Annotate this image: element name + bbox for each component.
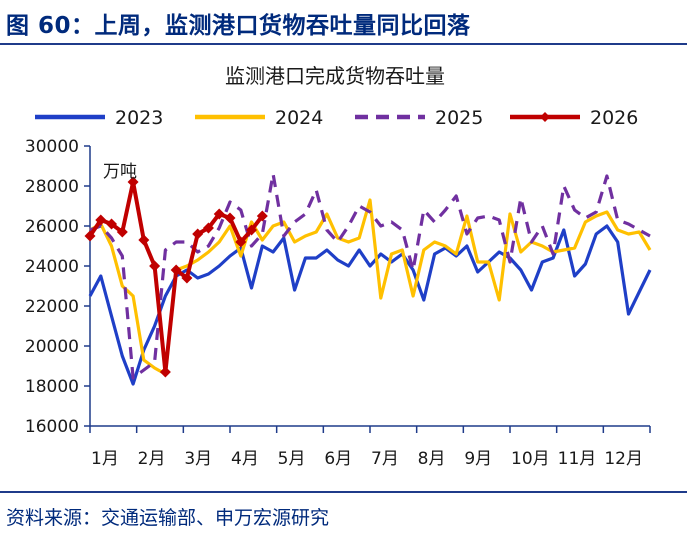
series-point-2026 (256, 210, 268, 222)
series-point-2026 (84, 230, 96, 242)
series-point-2026 (95, 214, 107, 226)
y-tick-label: 28000 (25, 177, 79, 197)
x-tick-label: 11月 (558, 449, 597, 469)
series-point-2026 (127, 176, 139, 188)
x-tick-label: 1月 (91, 449, 119, 469)
y-tick-label: 18000 (25, 377, 79, 397)
x-tick-label: 3月 (184, 449, 212, 469)
series-line-2025 (89, 172, 651, 380)
x-tick-label: 4月 (231, 449, 259, 469)
series-point-2026 (170, 264, 182, 276)
series-point-2026 (138, 234, 150, 246)
series-line-2023 (88, 224, 652, 386)
x-tick-label: 10月 (511, 449, 550, 469)
series-point-2026 (106, 218, 118, 230)
legend-label-2023: 2023 (115, 107, 163, 129)
legend-label-2026: 2026 (590, 107, 638, 129)
legend-marker (540, 112, 550, 122)
series-line-2026 (88, 180, 264, 374)
series-point-2026 (213, 208, 225, 220)
series-point-2026 (149, 260, 161, 272)
axes: 16000 18000 20000 22000 24000 26000 28000 30000… (25, 137, 651, 469)
y-tick-label: 22000 (25, 297, 79, 317)
unit-label: 万吨 (103, 162, 137, 182)
series-point-2026 (159, 366, 171, 378)
y-tick-label: 24000 (25, 257, 79, 277)
x-tick-label: 2月 (138, 449, 166, 469)
x-tick-label: 9月 (464, 449, 492, 469)
legend: 2023 2024 2025 2026 (35, 107, 638, 129)
series-group (84, 172, 652, 386)
legend-label-2025: 2025 (435, 107, 483, 129)
series-line-2024 (89, 198, 652, 376)
series-point-2026 (192, 228, 204, 240)
y-tick-label: 16000 (25, 417, 79, 437)
x-tick-label: 5月 (278, 449, 306, 469)
figure-title: 图 60：上周，监测港口货物吞吐量同比回落 (6, 13, 471, 39)
series-point-2026 (224, 212, 236, 224)
x-tick-label: 7月 (371, 449, 399, 469)
line-chart: 监测港口完成货物吞吐量 2023 2024 2025 2026 16000 18000 2… (25, 64, 652, 469)
top-rule (0, 43, 687, 45)
series-point-2026 (202, 222, 214, 234)
series-point-2026 (116, 226, 128, 238)
chart-title: 监测港口完成货物吞吐量 (225, 64, 445, 88)
x-tick-label: 12月 (604, 449, 643, 469)
y-tick-label: 30000 (25, 137, 79, 157)
y-tick-label: 26000 (25, 217, 79, 237)
bottom-rule (0, 491, 687, 493)
x-tick-label: 8月 (418, 449, 446, 469)
series-point-2026 (246, 224, 258, 236)
series-point-2026 (235, 236, 247, 248)
series-point-2026 (181, 272, 193, 284)
legend-label-2024: 2024 (275, 107, 323, 129)
x-tick-label: 6月 (324, 449, 352, 469)
y-tick-label: 20000 (25, 337, 79, 357)
source-note: 资料来源：交通运输部、申万宏源研究 (6, 507, 330, 529)
